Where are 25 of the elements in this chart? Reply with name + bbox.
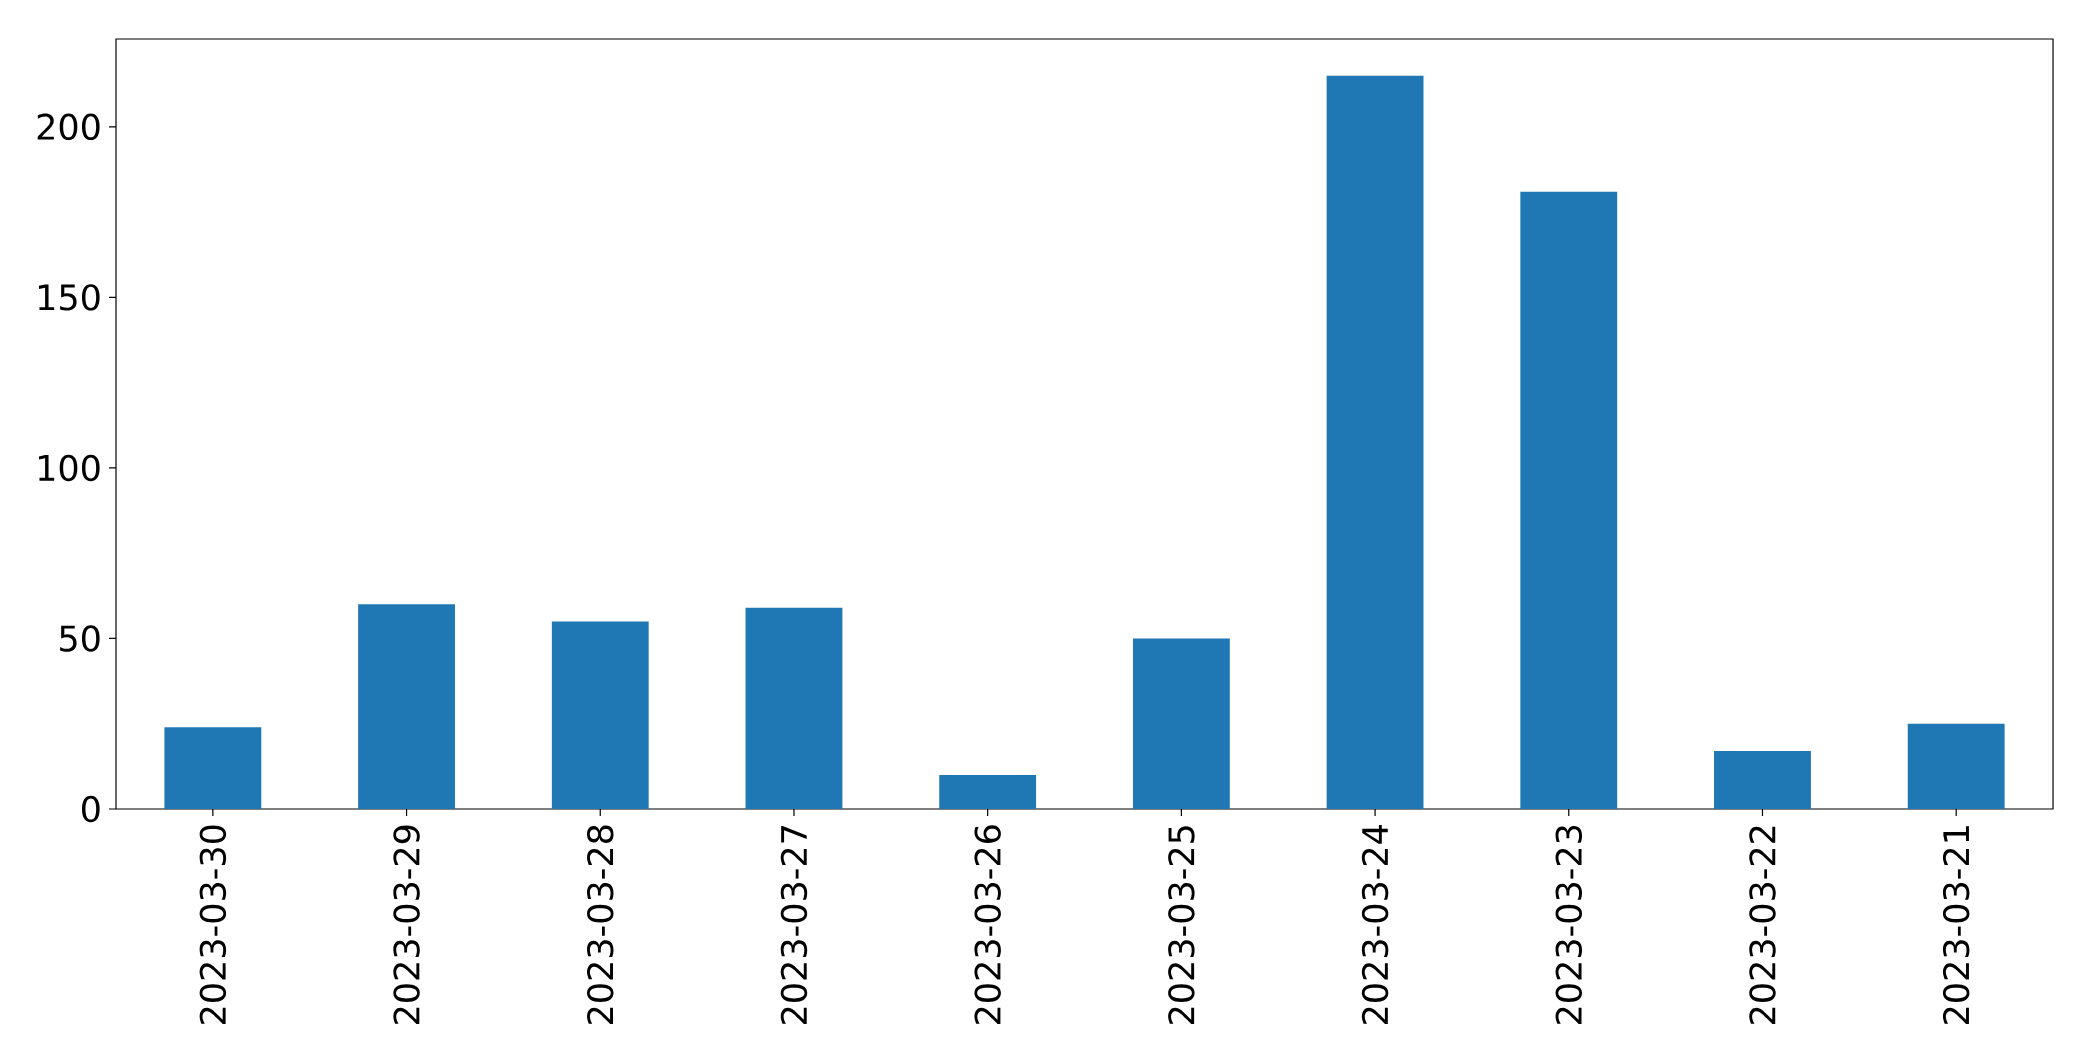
x-tick-label: 2023-03-25 (1168, 826, 1195, 1024)
bar (551, 621, 649, 809)
bar (939, 774, 1037, 809)
x-tick-label: 2023-03-29 (393, 825, 420, 1024)
x-tick-label: 2023-03-30 (199, 825, 227, 1024)
bar (1907, 723, 2005, 809)
x-tick-label: 2023-03-26 (974, 825, 1001, 1024)
x-tick-label: 2023-03-22 (1749, 826, 1776, 1024)
x-tick-label: 2023-03-28 (587, 825, 614, 1024)
bar (1326, 75, 1424, 809)
x-tick-label: 2023-03-23 (1555, 825, 1583, 1024)
bar (745, 607, 843, 809)
y-tick-label: 150 (38, 284, 100, 311)
bar (164, 727, 262, 809)
y-tick-label: 0 (81, 795, 100, 823)
x-tick-label: 2023-03-21 (1942, 826, 1970, 1024)
y-tick-label: 100 (38, 454, 100, 482)
bar (1132, 638, 1230, 809)
bar (358, 604, 455, 809)
x-tick-label: 2023-03-24 (1361, 825, 1389, 1024)
x-tick-label: 2023-03-27 (780, 826, 808, 1024)
y-tick-label: 50 (60, 625, 100, 652)
bar (1714, 751, 1811, 809)
y-tick-label: 200 (37, 113, 100, 141)
bar (1520, 191, 1618, 809)
